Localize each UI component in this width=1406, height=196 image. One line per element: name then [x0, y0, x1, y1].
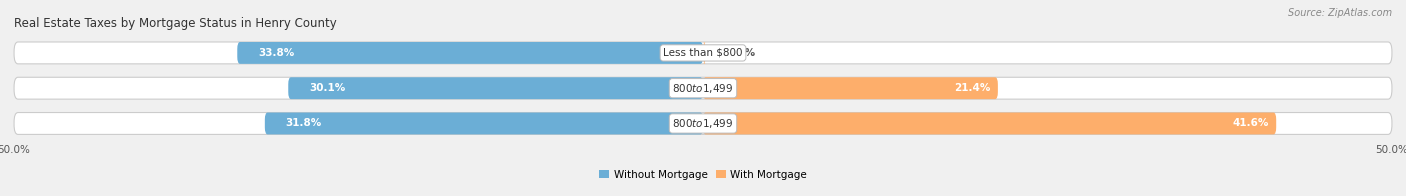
Text: Source: ZipAtlas.com: Source: ZipAtlas.com	[1288, 8, 1392, 18]
Text: 21.4%: 21.4%	[955, 83, 991, 93]
FancyBboxPatch shape	[288, 77, 703, 99]
Legend: Without Mortgage, With Mortgage: Without Mortgage, With Mortgage	[595, 165, 811, 184]
FancyBboxPatch shape	[14, 113, 1392, 134]
FancyBboxPatch shape	[264, 113, 703, 134]
Text: 41.6%: 41.6%	[1233, 118, 1270, 129]
Text: Real Estate Taxes by Mortgage Status in Henry County: Real Estate Taxes by Mortgage Status in …	[14, 17, 337, 30]
Text: 30.1%: 30.1%	[309, 83, 346, 93]
FancyBboxPatch shape	[14, 42, 1392, 64]
FancyBboxPatch shape	[703, 77, 998, 99]
FancyBboxPatch shape	[703, 113, 1277, 134]
Text: 0.19%: 0.19%	[720, 48, 755, 58]
Text: Less than $800: Less than $800	[664, 48, 742, 58]
Text: 31.8%: 31.8%	[285, 118, 322, 129]
Text: 33.8%: 33.8%	[257, 48, 294, 58]
FancyBboxPatch shape	[703, 42, 706, 64]
Text: $800 to $1,499: $800 to $1,499	[672, 82, 734, 95]
Text: $800 to $1,499: $800 to $1,499	[672, 117, 734, 130]
FancyBboxPatch shape	[238, 42, 703, 64]
FancyBboxPatch shape	[14, 77, 1392, 99]
